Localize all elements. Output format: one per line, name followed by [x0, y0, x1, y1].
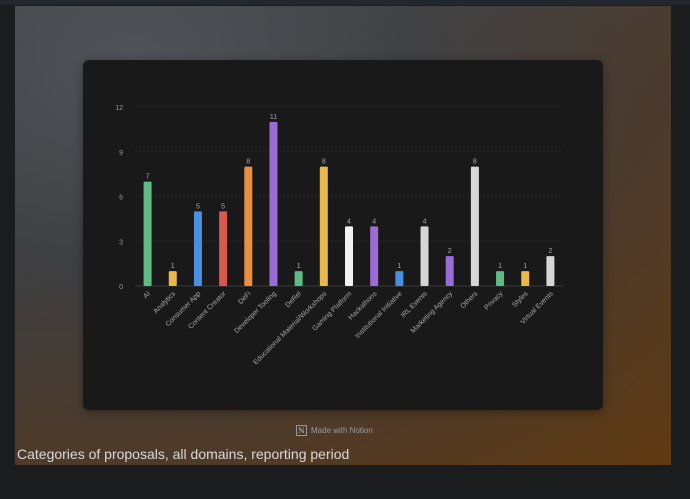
- bar-value-label: 7: [146, 174, 150, 181]
- bar-value-label: 1: [523, 263, 527, 270]
- notion-logo-icon: N: [296, 425, 307, 436]
- bar-value-label: 4: [423, 218, 427, 225]
- bar-value-label: 1: [397, 263, 401, 270]
- bar-value-label: 8: [246, 159, 250, 166]
- bar-value-label: 5: [196, 203, 200, 210]
- chart-card: 0 3 6 9 12 7 AI 1 Analytics 5 Consumer App 5 Content…: [83, 60, 603, 410]
- y-tick-label: 0: [119, 284, 123, 291]
- bar-value-label: 1: [498, 263, 502, 270]
- x-tick-label: Privacy: [483, 290, 505, 312]
- bar: [244, 166, 253, 286]
- bar-value-label: 1: [171, 263, 175, 270]
- bar-value-label: 8: [322, 159, 326, 166]
- bar: [496, 271, 505, 286]
- bar: [168, 271, 177, 286]
- bar-value-label: 5: [221, 203, 225, 210]
- bar: [345, 226, 353, 286]
- made-with-notion-label: Made with Notion: [311, 426, 373, 435]
- x-tick-label: Analytics: [152, 290, 177, 315]
- bar: [319, 166, 328, 286]
- made-with-notion-badge[interactable]: N Made with Notion: [296, 425, 373, 436]
- bar-value-label: 2: [548, 248, 552, 255]
- window-top-strip: [0, 0, 690, 5]
- x-tick-label: DeRel: [284, 290, 303, 309]
- bar-value-label: 4: [372, 218, 376, 225]
- bar-value-label: 8: [473, 159, 477, 166]
- bar: [521, 271, 530, 286]
- bar-value-label: 11: [270, 114, 277, 121]
- x-tick-label: Institutional Initiative: [354, 290, 404, 340]
- bar: [269, 121, 278, 286]
- x-tick-label: AI: [142, 290, 152, 300]
- bar-value-label: 2: [448, 248, 452, 255]
- bar: [294, 271, 303, 286]
- x-tick-label: Styles: [511, 290, 530, 309]
- bar: [420, 226, 429, 286]
- bar-value-label: 4: [347, 218, 351, 225]
- y-tick-label: 9: [119, 150, 123, 157]
- bar: [470, 166, 479, 286]
- bar: [193, 211, 202, 286]
- y-tick-label: 3: [119, 239, 123, 246]
- bar: [546, 256, 555, 286]
- bar: [143, 181, 152, 286]
- bar: [219, 211, 228, 286]
- bar: [445, 256, 454, 286]
- image-caption: Categories of proposals, all domains, re…: [17, 446, 350, 462]
- bar-value-label: 1: [297, 263, 301, 270]
- bar: [370, 226, 379, 286]
- y-tick-label: 6: [119, 195, 123, 202]
- bar: [395, 271, 404, 286]
- x-tick-label: DeFi: [237, 290, 253, 306]
- screenshot-frame: 0 3 6 9 12 7 AI 1 Analytics 5 Consumer App 5 Content…: [15, 6, 671, 465]
- x-tick-label: Others: [459, 290, 479, 310]
- y-tick-label: 12: [115, 105, 123, 112]
